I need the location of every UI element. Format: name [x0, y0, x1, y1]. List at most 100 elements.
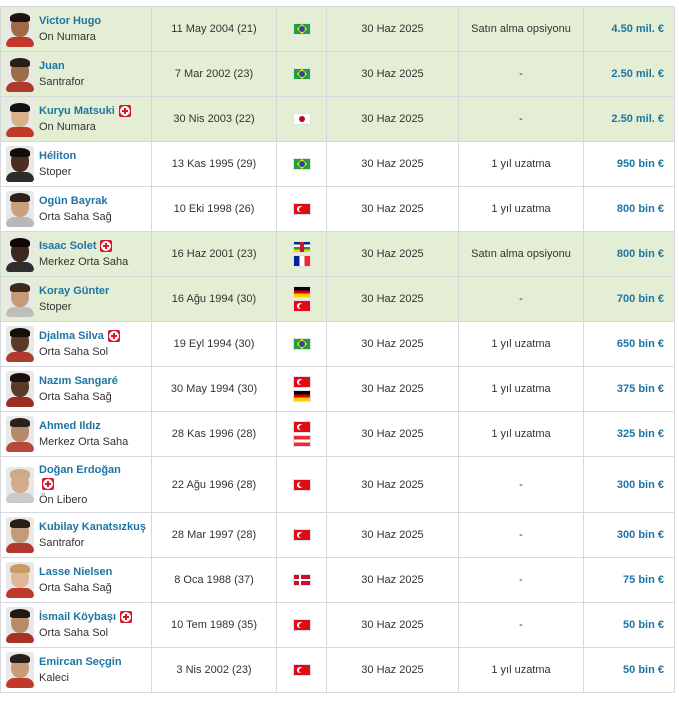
central-african-republic-flag-icon — [293, 242, 310, 252]
player-position: Stoper — [39, 301, 72, 313]
player-cell: İsmail Köybaşı Orta Saha Sol — [0, 602, 152, 648]
market-value-link[interactable]: 650 bin € — [616, 338, 664, 350]
market-value-link[interactable]: 700 bin € — [616, 293, 664, 305]
market-value-link[interactable]: 75 bin € — [623, 574, 664, 586]
player-name-link[interactable]: İsmail Köybaşı — [39, 611, 117, 623]
market-value-link[interactable]: 375 bin € — [616, 383, 664, 395]
player-name-link[interactable]: Héliton — [39, 150, 77, 162]
market-value-link[interactable]: 950 bin € — [616, 158, 664, 170]
turkey-flag-icon — [293, 204, 310, 214]
injury-icon[interactable] — [118, 105, 131, 117]
option-cell: - — [458, 602, 584, 648]
market-value-link[interactable]: 325 bin € — [616, 428, 664, 440]
table-row: Nazım Sangaré Orta Saha Sağ 30 May 1994 … — [0, 366, 675, 412]
option-cell: 1 yıl uzatma — [458, 186, 584, 232]
players-table: Victor Hugo On Numara 11 May 2004 (21) 3… — [0, 6, 675, 693]
injury-icon[interactable] — [42, 477, 54, 490]
market-value-cell: 375 bin € — [583, 366, 675, 412]
player-photo[interactable] — [6, 517, 34, 553]
player-photo[interactable] — [6, 371, 34, 407]
market-value-cell: 300 bin € — [583, 512, 675, 558]
market-value-link[interactable]: 50 bin € — [623, 664, 664, 676]
table-row: Emircan Seçgin Kaleci 3 Nis 2002 (23) 30… — [0, 647, 675, 693]
nationality-cell — [276, 6, 327, 52]
birth-date-cell: 30 Nis 2003 (22) — [151, 96, 277, 142]
nationality-cell — [276, 647, 327, 693]
birth-date-cell: 13 Kas 1995 (29) — [151, 141, 277, 187]
market-value-link[interactable]: 2.50 mil. € — [611, 113, 664, 125]
player-name-link[interactable]: Doğan Erdoğan — [39, 463, 121, 476]
birth-date-cell: 16 Haz 2001 (23) — [151, 231, 277, 277]
market-value-link[interactable]: 50 bin € — [623, 619, 664, 631]
player-photo[interactable] — [6, 56, 34, 92]
player-name-link[interactable]: Djalma Silva — [39, 330, 104, 342]
market-value-cell: 650 bin € — [583, 321, 675, 367]
player-name-link[interactable]: Juan — [39, 60, 65, 72]
nationality-cell — [276, 186, 327, 232]
player-name-link[interactable]: Kubilay Kanatsızkuş — [39, 521, 146, 533]
player-position: Kaleci — [39, 672, 69, 684]
table-row: Isaac Solet Merkez Orta Saha 16 Haz 2001… — [0, 231, 675, 277]
option-cell: Satın alma opsiyonu — [458, 6, 584, 52]
player-name-link[interactable]: Isaac Solet — [39, 240, 97, 252]
option-cell: Satın alma opsiyonu — [458, 231, 584, 277]
contract-end-cell: 30 Haz 2025 — [326, 276, 459, 322]
player-name-link[interactable]: Ogün Bayrak — [39, 195, 108, 207]
player-cell: Doğan Erdoğan Ön Libero — [0, 456, 152, 513]
option-cell: 1 yıl uzatma — [458, 141, 584, 187]
contract-end-cell: 30 Haz 2025 — [326, 557, 459, 603]
birth-date-cell: 10 Tem 1989 (35) — [151, 602, 277, 648]
market-value-link[interactable]: 4.50 mil. € — [611, 23, 664, 35]
player-photo[interactable] — [6, 326, 34, 362]
player-name-link[interactable]: Emircan Seçgin — [39, 656, 122, 668]
player-photo[interactable] — [6, 607, 34, 643]
injury-icon[interactable] — [100, 240, 113, 252]
market-value-link[interactable]: 2.50 mil. € — [611, 68, 664, 80]
player-photo[interactable] — [6, 466, 34, 503]
nationality-cell — [276, 602, 327, 648]
player-cell: Kubilay Kanatsızkuş Santrafor — [0, 512, 152, 558]
player-photo[interactable] — [6, 191, 34, 227]
table-row: Doğan Erdoğan Ön Libero 22 Ağu 1996 (28)… — [0, 456, 675, 513]
nationality-cell — [276, 557, 327, 603]
turkey-flag-icon — [293, 479, 310, 490]
option-cell: 1 yıl uzatma — [458, 321, 584, 367]
player-photo[interactable] — [6, 101, 34, 137]
option-cell: - — [458, 276, 584, 322]
player-name-link[interactable]: Lasse Nielsen — [39, 566, 113, 578]
player-name-link[interactable]: Nazım Sangaré — [39, 375, 118, 387]
player-photo[interactable] — [6, 146, 34, 182]
market-value-link[interactable]: 800 bin € — [616, 203, 664, 215]
table-row: Djalma Silva Orta Saha Sol 19 Eyl 1994 (… — [0, 321, 675, 367]
player-photo[interactable] — [6, 652, 34, 688]
contract-end-cell: 30 Haz 2025 — [326, 411, 459, 457]
table-row: Héliton Stoper 13 Kas 1995 (29) 30 Haz 2… — [0, 141, 675, 187]
player-photo[interactable] — [6, 236, 34, 272]
contract-end-cell: 30 Haz 2025 — [326, 141, 459, 187]
market-value-link[interactable]: 300 bin € — [616, 529, 664, 541]
player-photo[interactable] — [6, 416, 34, 452]
player-name-link[interactable]: Koray Günter — [39, 285, 110, 297]
market-value-cell: 75 bin € — [583, 557, 675, 603]
injury-icon[interactable] — [107, 330, 120, 342]
brazil-flag-icon — [293, 159, 310, 169]
injury-icon[interactable] — [120, 611, 133, 623]
birth-date-cell: 11 May 2004 (21) — [151, 6, 277, 52]
player-name-link[interactable]: Ahmed Ildız — [39, 420, 101, 432]
market-value-link[interactable]: 300 bin € — [616, 478, 664, 491]
player-name-link[interactable]: Victor Hugo — [39, 15, 102, 27]
birth-date-cell: 30 May 1994 (30) — [151, 366, 277, 412]
player-photo[interactable] — [6, 281, 34, 317]
austria-flag-icon — [293, 436, 310, 446]
market-value-link[interactable]: 800 bin € — [616, 248, 664, 260]
player-cell: Ahmed Ildız Merkez Orta Saha — [0, 411, 152, 457]
contract-end-cell: 30 Haz 2025 — [326, 456, 459, 513]
player-photo[interactable] — [6, 11, 34, 47]
player-name-link[interactable]: Kuryu Matsuki — [39, 105, 115, 117]
player-photo[interactable] — [6, 562, 34, 598]
player-position: Santrafor — [39, 76, 85, 88]
option-cell: 1 yıl uzatma — [458, 647, 584, 693]
nationality-cell — [276, 51, 327, 97]
contract-end-cell: 30 Haz 2025 — [326, 186, 459, 232]
contract-end-cell: 30 Haz 2025 — [326, 6, 459, 52]
